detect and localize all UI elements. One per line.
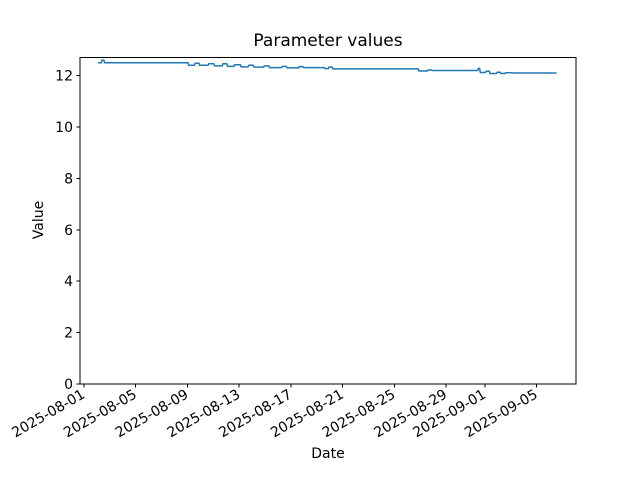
axes-spines xyxy=(79,57,577,385)
y-tick-label: 0 xyxy=(64,377,73,393)
y-tick-label: 12 xyxy=(55,69,73,85)
y-tick-label: 4 xyxy=(64,274,73,290)
y-tick-label: 10 xyxy=(55,120,73,136)
series-line xyxy=(98,59,557,75)
y-axis-label: Value xyxy=(31,200,47,240)
y-tick-label: 2 xyxy=(64,326,73,342)
chart-title: Parameter values xyxy=(253,31,403,51)
y-tick-label: 8 xyxy=(64,171,73,187)
x-axis-label: Date xyxy=(311,446,345,462)
y-tick-label: 6 xyxy=(64,223,73,239)
